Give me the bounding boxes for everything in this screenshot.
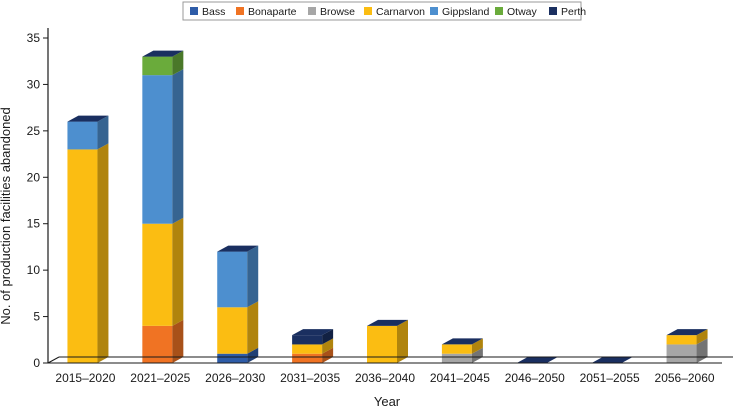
bar-carnarvon-2021-2025 [142, 223, 173, 326]
bar-side-bonaparte-2021-2025 [172, 319, 184, 363]
floor-edge [47, 356, 60, 364]
bar-gippsland-2015-2020 [67, 121, 98, 150]
bar-gippsland-2026-2030 [217, 251, 248, 308]
y-tick-label: 0 [33, 356, 40, 370]
bar-bass-2026-2030 [217, 353, 248, 363]
y-axis: 0 5 10 15 20 25 30 35 [27, 28, 49, 370]
bar-carnarvon-2026-2030 [217, 307, 248, 354]
x-tick-label: 2046–2050 [505, 371, 565, 385]
bar-side-carnarvon-2021-2025 [172, 217, 184, 326]
bar-top-2051-2055 [591, 357, 633, 363]
y-tick-label: 25 [27, 124, 41, 138]
bar-top-2056-2060 [666, 329, 708, 336]
bar-side-carnarvon-2031-2035 [322, 338, 334, 354]
y-tick-label: 35 [27, 31, 41, 45]
bar-top-2041-2045 [441, 338, 483, 345]
y-axis-title: No. of production facilities abandoned [0, 107, 13, 325]
bar-bonaparte-2031-2035 [292, 353, 323, 363]
legend-swatch-perth [549, 7, 557, 15]
x-tick-label: 2015–2020 [55, 371, 115, 385]
y-tick-label: 30 [27, 77, 41, 91]
legend-swatch-bonaparte [236, 7, 244, 15]
bar-side-gippsland-2026-2030 [247, 245, 259, 308]
bar-stack-2056-2060 [666, 329, 708, 363]
bar-side-bonaparte-2031-2035 [322, 347, 334, 363]
x-tick-label: 2021–2025 [130, 371, 190, 385]
x-axis: 2015–2020 2021–2025 2026–2030 2031–2035 2036… [47, 356, 733, 385]
bar-side-carnarvon-2026-2030 [247, 301, 259, 354]
bar-stack-2046-2050 [516, 357, 558, 363]
bar-carnarvon-2031-2035 [292, 344, 323, 354]
bar-side-carnarvon-2036-2040 [397, 319, 408, 363]
bar-stack-2015-2020 [67, 115, 109, 363]
bar-carnarvon-2056-2060 [666, 335, 697, 345]
legend-label-gippsland: Gippsland [442, 6, 489, 18]
bar-side-carnarvon-2056-2060 [696, 329, 708, 345]
bar-side-otway-2021-2025 [172, 50, 184, 76]
bar-stack-2031-2035 [292, 329, 334, 363]
x-tick-label: 2026–2030 [205, 371, 265, 385]
bar-top-2026-2030 [217, 245, 259, 252]
bar-side-perth-2031-2035 [322, 329, 334, 345]
bars [67, 50, 708, 363]
bar-perth-2031-2035 [292, 335, 323, 345]
bar-carnarvon-2015-2020 [67, 149, 98, 363]
x-tick-label: 2036–2040 [355, 371, 415, 385]
legend-swatch-bass [190, 7, 198, 15]
x-axis-title: Year [374, 394, 401, 409]
x-tick-label: 2031–2035 [280, 371, 340, 385]
y-tick-label: 15 [27, 217, 41, 231]
legend-label-otway: Otway [507, 6, 538, 18]
legend-label-browse: Browse [320, 6, 355, 18]
legend-swatch-carnarvon [364, 7, 372, 15]
bar-side-carnarvon-2041-2045 [471, 338, 483, 354]
x-tick-label: 2051–2055 [580, 371, 640, 385]
legend-box [182, 1, 582, 21]
legend-label-bonaparte: Bonaparte [248, 6, 297, 18]
y-tick-label: 5 [33, 310, 40, 324]
bar-top-2046-2050 [516, 357, 558, 363]
legend-label-carnarvon: Carnarvon [376, 6, 425, 18]
bar-side-browse-2041-2045 [471, 347, 483, 363]
legend-swatch-browse [308, 7, 316, 15]
bar-browse-2056-2060 [666, 344, 697, 363]
bar-gippsland-2021-2025 [142, 75, 173, 224]
bar-carnarvon-2041-2045 [441, 344, 472, 354]
bar-otway-2021-2025 [142, 56, 173, 76]
legend-swatch-otway [495, 7, 503, 15]
bar-side-gippsland-2015-2020 [97, 115, 109, 150]
bar-stack-2051-2055 [591, 357, 633, 363]
bar-top-2021-2025 [142, 50, 184, 57]
y-tick-label: 10 [27, 263, 41, 277]
legend-swatch-gippsland [430, 7, 438, 15]
bar-stack-2041-2045 [441, 338, 483, 363]
bar-top-2015-2020 [67, 115, 109, 122]
bar-stack-2021-2025 [142, 50, 184, 363]
bar-stack-2026-2030 [217, 245, 259, 363]
x-tick-label: 2041–2045 [430, 371, 490, 385]
bar-side-carnarvon-2015-2020 [97, 143, 109, 363]
legend: Bass Bonaparte Browse Carnarvon Gippsland Otw… [182, 1, 586, 21]
bar-side-bass-2026-2030 [247, 347, 259, 363]
y-tick-label: 20 [27, 170, 41, 184]
bar-browse-2041-2045 [441, 353, 472, 363]
bar-top-2036-2040 [367, 319, 408, 326]
bar-side-gippsland-2021-2025 [172, 69, 184, 224]
legend-label-bass: Bass [202, 6, 225, 18]
bar-top-2031-2035 [292, 329, 334, 336]
x-tick-label: 2056–2060 [655, 371, 715, 385]
legend-label-perth: Perth [561, 6, 586, 18]
